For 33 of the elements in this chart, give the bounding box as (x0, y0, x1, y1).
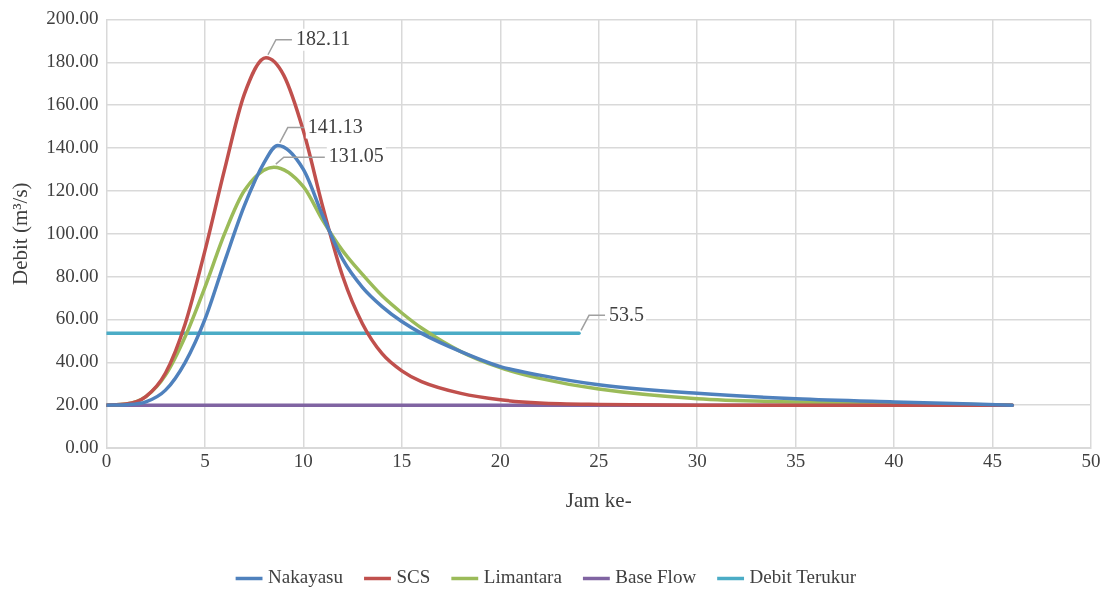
x-tick-label: 35 (786, 450, 806, 472)
x-axis-title: Jam ke- (565, 487, 632, 512)
x-tick-label: 15 (392, 450, 412, 472)
y-tick-label: 0.00 (65, 435, 99, 457)
y-tick-label: 100.00 (46, 221, 99, 243)
x-tick-label: 45 (983, 450, 1003, 472)
legend-label: SCS (396, 566, 431, 588)
y-tick-label: 200.00 (46, 7, 99, 29)
y-tick-label: 160.00 (46, 93, 99, 115)
data-label: 131.05 (328, 144, 384, 167)
legend-label: Nakayasu (268, 566, 344, 588)
x-tick-label: 25 (589, 450, 609, 472)
data-label: 53.5 (609, 302, 645, 325)
x-tick-label: 30 (687, 450, 707, 472)
legend-label: Debit Terukur (749, 566, 857, 588)
y-tick-label: 80.00 (55, 264, 99, 286)
x-tick-label: 20 (490, 450, 510, 472)
y-tick-label: 20.00 (55, 393, 99, 415)
y-tick-label: 40.00 (55, 350, 99, 372)
x-tick-label: 5 (200, 450, 210, 472)
legend-label: Limantara (483, 566, 563, 588)
data-label: 141.13 (307, 114, 363, 137)
x-tick-label: 0 (101, 450, 112, 472)
x-tick-label: 10 (293, 450, 313, 472)
y-tick-label: 180.00 (46, 50, 99, 72)
y-tick-label: 60.00 (55, 307, 99, 329)
x-tick-label: 40 (884, 450, 904, 472)
legend-label: Base Flow (615, 566, 697, 588)
y-tick-label: 140.00 (46, 135, 99, 157)
y-tick-label: 120.00 (46, 178, 99, 200)
y-axis-title: Debit (m³/s) (8, 182, 33, 285)
x-tick-label: 50 (1081, 450, 1101, 472)
data-label: 182.11 (295, 26, 351, 49)
